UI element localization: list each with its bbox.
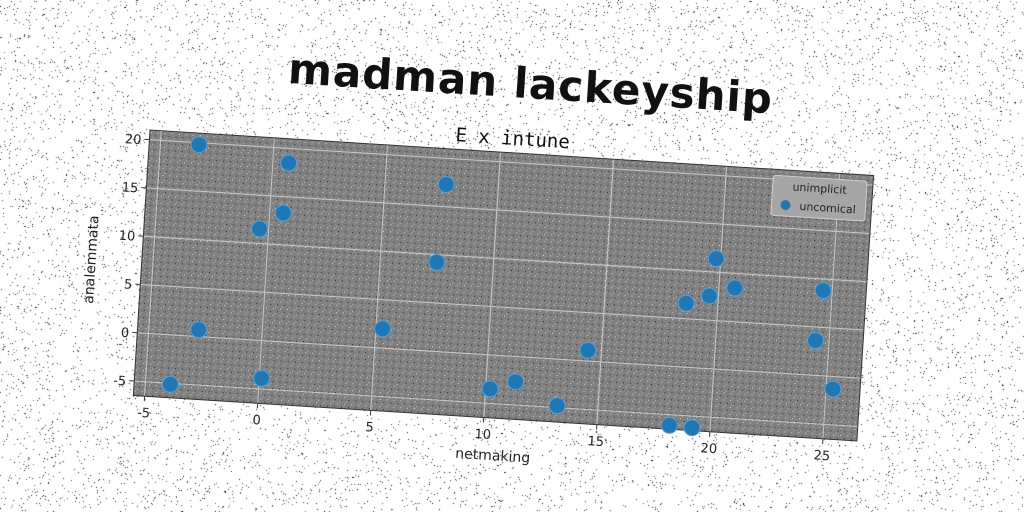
plot-frame bbox=[132, 129, 875, 442]
data-point bbox=[548, 397, 566, 415]
data-point bbox=[726, 279, 744, 297]
plot-speckle bbox=[133, 130, 874, 441]
y-axis-label: analemmata bbox=[81, 215, 103, 304]
data-points bbox=[161, 136, 842, 437]
y-tick-label: -5 bbox=[113, 374, 127, 390]
grid-line-y bbox=[134, 380, 858, 428]
legend: unimplicit uncomical bbox=[770, 174, 868, 222]
x-tick-label: -5 bbox=[137, 406, 151, 422]
grid-line-y bbox=[143, 235, 867, 283]
x-tick-label: 10 bbox=[474, 427, 491, 443]
grid-line-x bbox=[483, 152, 501, 418]
grid bbox=[134, 130, 873, 439]
y-tick-label: 15 bbox=[121, 180, 138, 196]
legend-label: uncomical bbox=[799, 200, 856, 217]
data-point bbox=[190, 321, 208, 339]
legend-title: unimplicit bbox=[792, 180, 848, 196]
chart-title: E x intune bbox=[455, 124, 571, 153]
data-point bbox=[274, 204, 292, 222]
grid-line-y bbox=[137, 332, 861, 379]
grid-line-x bbox=[257, 137, 275, 404]
x-tick-label: 15 bbox=[587, 434, 604, 450]
axes: -5 0 5 10 15 20 25 -5 0 5 10 15 20 bbox=[113, 129, 875, 464]
data-point bbox=[253, 369, 271, 387]
x-tick-label: 25 bbox=[813, 448, 830, 464]
x-tick-label: 0 bbox=[252, 413, 261, 428]
data-point bbox=[251, 220, 269, 238]
y-tick-label: 0 bbox=[120, 326, 129, 341]
data-point bbox=[707, 250, 725, 268]
grid-line-x bbox=[709, 166, 728, 432]
x-tick-label: 20 bbox=[700, 441, 717, 457]
data-point bbox=[507, 373, 525, 391]
data-point bbox=[579, 341, 597, 359]
data-point bbox=[481, 380, 499, 398]
x-axis-label: netmaking bbox=[455, 446, 531, 467]
x-tick-label: 5 bbox=[365, 420, 374, 435]
data-point bbox=[660, 416, 678, 434]
data-point bbox=[280, 154, 298, 172]
legend-marker bbox=[780, 200, 791, 211]
data-point bbox=[824, 380, 842, 398]
data-point bbox=[374, 320, 392, 338]
y-tick-label: 20 bbox=[124, 132, 141, 148]
grid-line-y bbox=[146, 187, 870, 234]
data-point bbox=[683, 419, 701, 437]
data-point bbox=[437, 175, 455, 193]
grid-line-x bbox=[370, 144, 388, 411]
grid-line-y bbox=[149, 139, 873, 186]
grid-line-x bbox=[144, 130, 162, 397]
data-point bbox=[190, 136, 208, 154]
data-point bbox=[807, 332, 825, 350]
data-point bbox=[161, 375, 179, 393]
data-point bbox=[428, 253, 446, 271]
grid-line-x bbox=[596, 159, 615, 425]
y-tick-label: 10 bbox=[118, 229, 135, 245]
legend-box bbox=[770, 174, 868, 222]
y-tick-label: 5 bbox=[123, 277, 132, 292]
grid-line-y bbox=[140, 283, 864, 331]
data-point bbox=[700, 287, 718, 305]
data-point bbox=[677, 294, 695, 312]
data-point bbox=[814, 282, 832, 300]
